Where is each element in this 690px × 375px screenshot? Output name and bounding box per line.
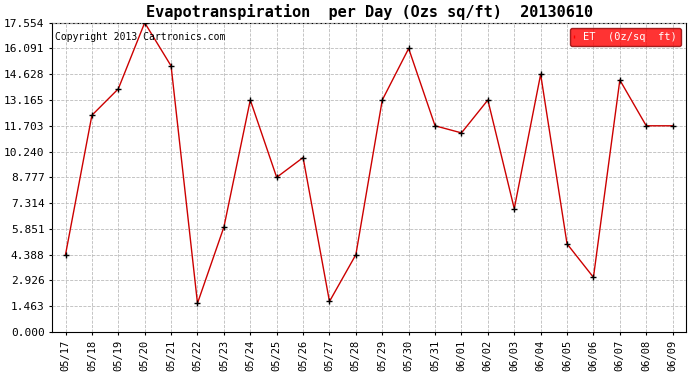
Title: Evapotranspiration  per Day (Ozs sq/ft)  20130610: Evapotranspiration per Day (Ozs sq/ft) 2… (146, 4, 593, 20)
Text: Copyright 2013 Cartronics.com: Copyright 2013 Cartronics.com (55, 32, 226, 42)
Legend: ET  (0z/sq  ft): ET (0z/sq ft) (570, 28, 680, 46)
